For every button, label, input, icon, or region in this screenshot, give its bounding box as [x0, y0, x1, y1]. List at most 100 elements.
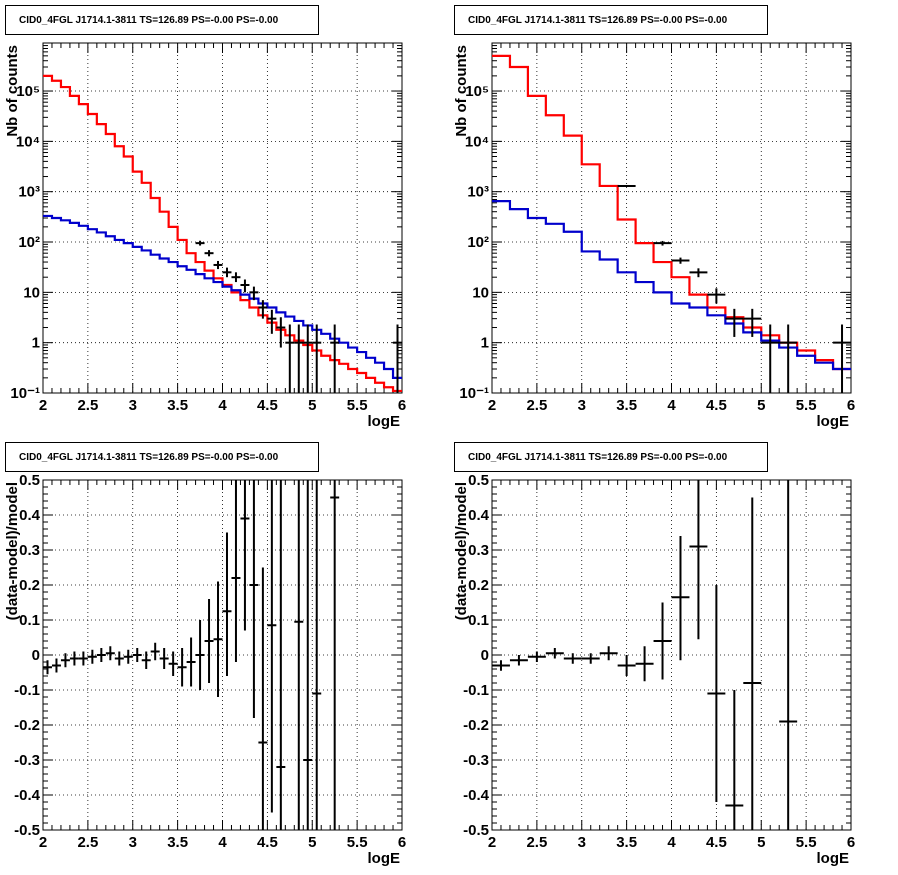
- data-point: [123, 649, 133, 664]
- data-point: [195, 240, 205, 246]
- data-point: [213, 260, 223, 270]
- y-tick-label: 0.3: [19, 542, 40, 559]
- x-tick-label: 6: [847, 397, 855, 414]
- data-point: [132, 648, 142, 662]
- x-tick-label: 5.5: [796, 397, 817, 414]
- data-point: [330, 324, 340, 393]
- panel-counts-right: CID0_4FGL J1714.1-3811 TS=126.89 PS=-0.0…: [453, 5, 855, 430]
- title-box: [454, 442, 768, 472]
- x-tick-label: 4.5: [706, 834, 727, 851]
- x-tick-label: 5: [757, 834, 765, 851]
- y-axis-title: Nb of counts: [4, 45, 21, 137]
- x-axis-title: logE: [817, 413, 850, 430]
- y-tick-label: -0.3: [14, 752, 40, 769]
- x-tick-label: 2.5: [77, 397, 98, 414]
- source-model-line: [43, 214, 402, 379]
- data-point: [231, 480, 241, 662]
- data-point: [69, 651, 79, 666]
- x-tick-label: 5.5: [347, 834, 368, 851]
- data-point: [725, 308, 744, 337]
- data-point: [141, 651, 151, 669]
- x-tick-label: 5: [308, 397, 316, 414]
- data-point: [114, 651, 124, 666]
- panel-residuals-left: CID0_4FGL J1714.1-3811 TS=126.89 PS=-0.0…: [4, 442, 406, 867]
- data-point: [303, 324, 313, 393]
- x-tick-label: 3: [578, 397, 586, 414]
- data-point: [267, 480, 277, 813]
- data-point: [249, 286, 259, 301]
- data-point: [159, 648, 169, 669]
- y-tick-label: 0.1: [19, 612, 40, 629]
- y-tick-label: 0: [481, 647, 489, 664]
- data-point: [312, 324, 322, 393]
- data-point: [105, 646, 115, 661]
- data-point: [213, 581, 223, 697]
- data-point: [294, 324, 304, 393]
- x-tick-label: 2.5: [526, 834, 547, 851]
- data-point: [258, 567, 268, 830]
- data-point: [204, 250, 214, 257]
- y-tick-label: 0.2: [468, 577, 489, 594]
- y-tick-label: -0.4: [14, 787, 41, 804]
- data-point: [43, 660, 52, 675]
- y-tick-label: 0.1: [468, 612, 489, 629]
- plot-content: [43, 74, 402, 393]
- y-tick-label: 0: [32, 647, 40, 664]
- y-tick-label: 10⁵: [465, 83, 489, 100]
- x-tick-label: 4: [667, 834, 676, 851]
- data-point: [492, 660, 510, 671]
- data-point: [195, 620, 205, 690]
- y-tick-label: 10²: [467, 234, 489, 251]
- y-tick-label: -0.2: [14, 717, 40, 734]
- data-point: [725, 690, 744, 830]
- y-tick-label: -0.1: [463, 682, 489, 699]
- x-tick-label: 2: [488, 834, 496, 851]
- y-tick-label: 0.4: [19, 507, 41, 524]
- data-point: [222, 532, 232, 676]
- data-point: [60, 653, 70, 668]
- y-tick-label: 0.4: [468, 507, 490, 524]
- data-point: [204, 599, 214, 683]
- x-tick-label: 3: [129, 834, 137, 851]
- x-tick-label: 6: [398, 397, 406, 414]
- x-tick-label: 3.5: [616, 834, 637, 851]
- data-point: [743, 497, 762, 830]
- x-axis-title: logE: [368, 413, 401, 430]
- y-tick-label: 1: [32, 335, 40, 352]
- data-point: [671, 536, 690, 661]
- data-point: [581, 653, 600, 664]
- y-tick-label: 0.2: [19, 577, 40, 594]
- y-tick-label: 10: [472, 284, 489, 301]
- data-point: [312, 480, 322, 830]
- axis-ticks: [42, 479, 403, 831]
- x-tick-label: 2: [39, 834, 47, 851]
- title-box: [454, 5, 768, 35]
- data-point: [186, 637, 196, 687]
- panel-residuals-right: CID0_4FGL J1714.1-3811 TS=126.89 PS=-0.0…: [453, 442, 855, 867]
- data-point: [743, 308, 762, 337]
- y-tick-label: 0.3: [468, 542, 489, 559]
- data-point: [617, 655, 636, 676]
- data-point: [779, 480, 798, 830]
- x-tick-label: 4: [667, 397, 676, 414]
- panel-counts-left: CID0_4FGL J1714.1-3811 TS=126.89 PS=-0.0…: [4, 5, 406, 430]
- chart-title: CID0_4FGL J1714.1-3811 TS=126.89 PS=-0.0…: [468, 15, 728, 26]
- x-axis-title: logE: [368, 850, 401, 867]
- x-tick-label: 4: [218, 397, 227, 414]
- data-point: [150, 642, 160, 661]
- x-tick-label: 4.5: [257, 397, 278, 414]
- data-point: [779, 324, 798, 393]
- y-tick-label: 10⁴: [465, 133, 489, 150]
- y-tick-label: 10: [23, 284, 40, 301]
- data-point: [599, 646, 618, 661]
- title-box: [5, 5, 319, 35]
- axis-ticks: [491, 42, 852, 394]
- y-tick-label: 10⁵: [16, 83, 40, 100]
- y-tick-label: 10⁻¹: [459, 385, 489, 402]
- data-point: [249, 480, 259, 718]
- y-axis-title: (data-model)/model: [4, 482, 21, 620]
- data-point: [267, 309, 277, 334]
- data-point: [689, 480, 708, 640]
- data-point: [653, 602, 672, 680]
